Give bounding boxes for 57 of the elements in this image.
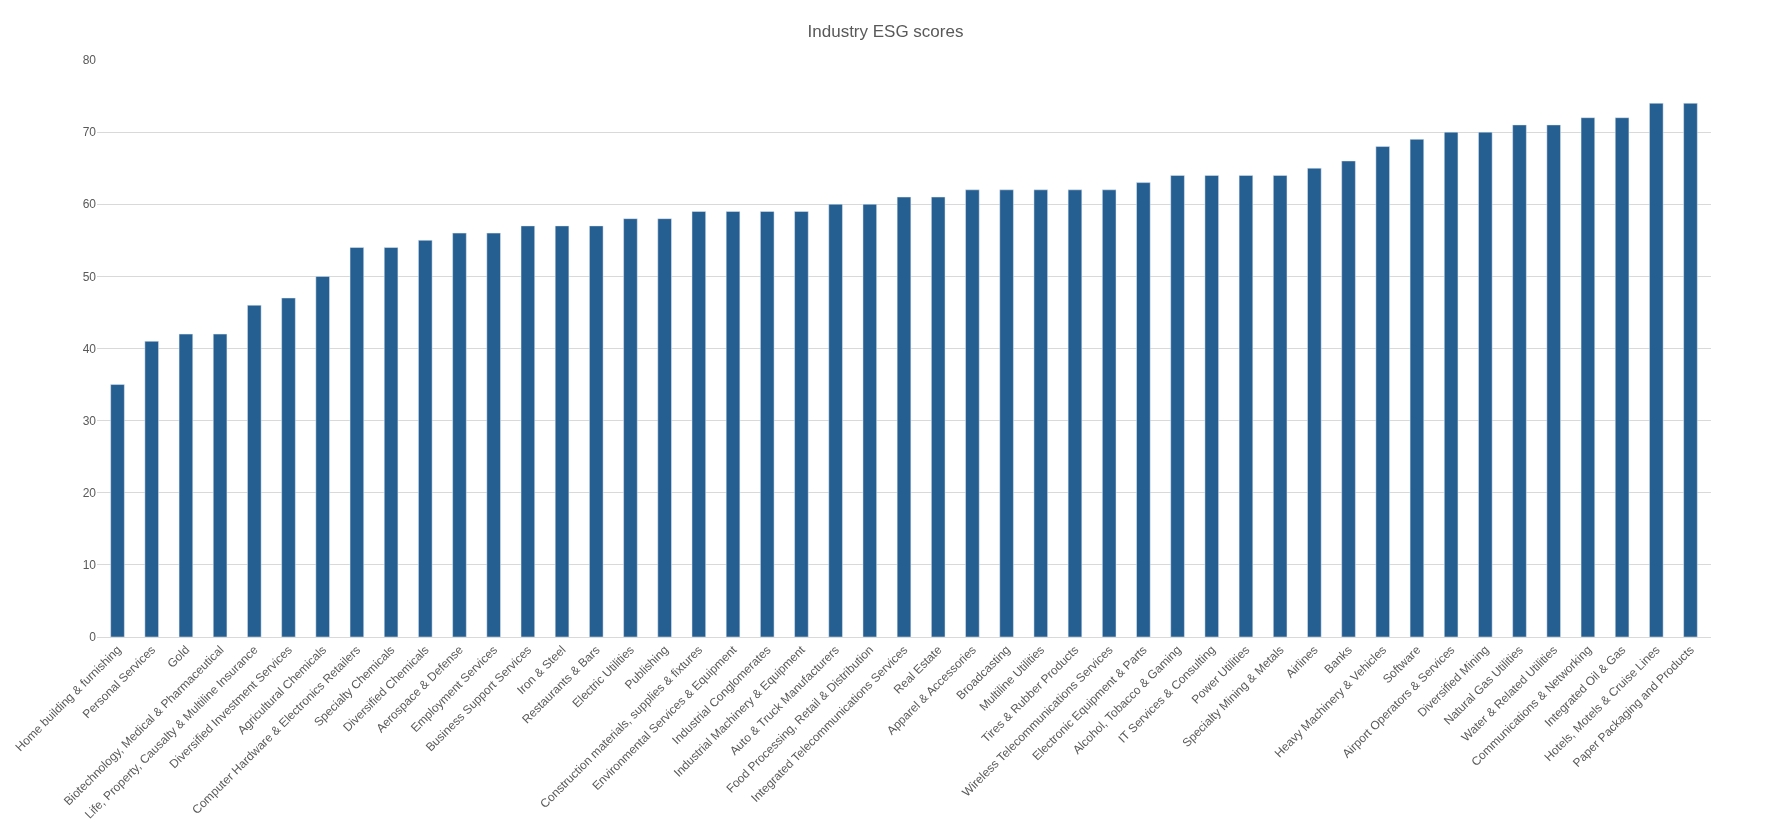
y-tick-label: 50 <box>82 269 97 284</box>
bar <box>1204 175 1219 637</box>
bar <box>1238 175 1254 637</box>
bar <box>418 240 433 637</box>
bar <box>1580 117 1595 637</box>
y-tick-label: 40 <box>82 341 97 356</box>
bar <box>965 189 980 637</box>
bar <box>520 225 535 637</box>
bar <box>1683 103 1698 637</box>
bar <box>1546 124 1561 637</box>
y-tick-label: 60 <box>82 197 97 212</box>
bar <box>1444 131 1459 637</box>
chart-title: Industry ESG scores <box>807 22 964 42</box>
bar <box>794 211 809 637</box>
bar <box>691 211 706 637</box>
bar <box>383 247 399 637</box>
bar <box>281 297 296 637</box>
y-tick-label: 10 <box>82 558 97 573</box>
bar <box>110 384 125 637</box>
bar <box>896 196 912 637</box>
y-tick-label: 80 <box>82 53 97 68</box>
bar <box>657 218 672 637</box>
y-tick-label: 20 <box>82 485 97 500</box>
bar <box>1478 131 1493 637</box>
bar <box>1273 175 1288 637</box>
y-tick-label: 70 <box>82 125 97 140</box>
bar <box>1307 167 1322 637</box>
bar <box>486 232 501 637</box>
bar <box>315 276 330 637</box>
bar <box>623 218 638 637</box>
bar <box>999 189 1014 637</box>
bar <box>760 211 775 637</box>
bar <box>144 341 159 637</box>
bar <box>1375 146 1390 637</box>
bar <box>1615 117 1630 637</box>
bar <box>931 196 946 637</box>
bar <box>1067 189 1083 637</box>
bar <box>349 247 364 637</box>
bar <box>725 211 741 637</box>
y-tick-label: 0 <box>89 630 97 645</box>
bar <box>589 225 604 637</box>
bar <box>213 333 228 637</box>
bar <box>862 204 877 637</box>
bar <box>247 304 262 637</box>
bar <box>1136 182 1151 637</box>
bar <box>1512 124 1527 637</box>
bar <box>828 204 843 637</box>
y-tick-label: 30 <box>82 413 97 428</box>
bar <box>554 225 570 637</box>
bar <box>1409 139 1425 637</box>
bar <box>1102 189 1117 637</box>
bar <box>1341 160 1356 637</box>
bar <box>1033 189 1048 637</box>
bar <box>452 232 467 637</box>
bar <box>178 333 193 637</box>
bar <box>1170 175 1185 637</box>
bar <box>1649 103 1664 637</box>
